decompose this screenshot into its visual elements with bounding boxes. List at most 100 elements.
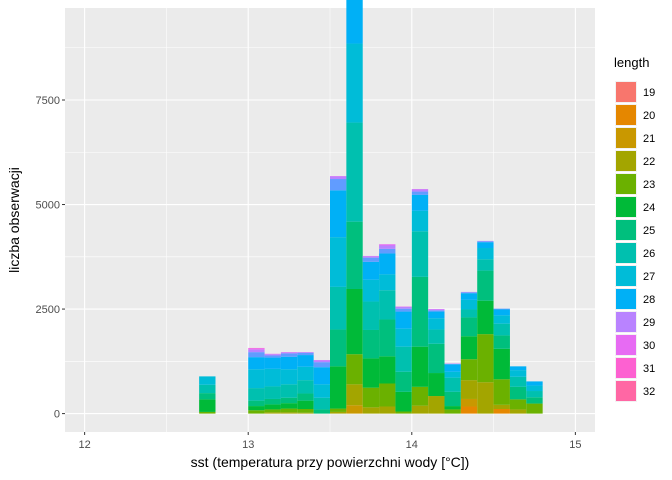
legend-key-swatch	[616, 151, 636, 171]
legend-key-swatch	[616, 174, 636, 194]
bar-segment	[428, 396, 445, 414]
bar-segment	[460, 359, 478, 381]
legend-key-swatch	[616, 289, 636, 309]
bar-segment	[411, 386, 429, 406]
bar-segment	[330, 237, 347, 287]
bar-segment	[280, 369, 298, 385]
bar-segment	[526, 385, 543, 392]
bar-segment	[280, 408, 298, 413]
bar-segment	[428, 318, 445, 330]
bar-segment	[199, 399, 216, 412]
bar-segment	[444, 377, 461, 392]
bar-segment	[362, 387, 380, 408]
bar-segment	[477, 241, 494, 243]
bar-segment	[477, 270, 494, 301]
bar-segment	[444, 371, 461, 378]
legend-label: 21	[643, 133, 655, 145]
bar-segment	[362, 329, 380, 359]
bar-segment	[280, 403, 298, 409]
legend-label: 29	[643, 317, 655, 329]
legend-key-swatch	[616, 82, 636, 102]
legend-title: length	[614, 55, 649, 70]
y-axis-title: liczba obserwacji	[6, 167, 22, 273]
bar-segment	[362, 407, 380, 414]
bar-segment	[248, 410, 265, 414]
bar-segment	[264, 386, 281, 399]
bar-segment	[411, 189, 429, 192]
bar-segment	[379, 245, 396, 249]
x-tick-label: 14	[406, 439, 418, 451]
bar-segment	[199, 384, 216, 394]
bar-segment	[395, 371, 412, 392]
bar-segment	[248, 400, 265, 407]
bar-segment	[395, 346, 412, 372]
bar-segment	[362, 301, 380, 330]
bar-segment	[428, 309, 445, 311]
bar-segment	[411, 405, 429, 414]
bar-segment	[199, 393, 216, 400]
bar-segment	[477, 300, 494, 335]
bar-segment	[362, 279, 380, 302]
legend-key-swatch	[616, 105, 636, 125]
bar-segment	[493, 308, 510, 310]
bar-segment	[264, 368, 281, 387]
legend-label: 32	[643, 386, 655, 398]
bar-segment	[379, 253, 396, 275]
bar-segment	[460, 292, 478, 294]
bar-segment	[493, 323, 510, 336]
bar-segment	[379, 319, 396, 357]
bar-segment	[509, 386, 527, 400]
bar-segment	[379, 274, 396, 291]
bar-segment	[264, 357, 281, 369]
bar-segment	[477, 242, 494, 249]
bar-segment	[346, 122, 363, 222]
bar-segment	[395, 328, 412, 347]
bar-segment	[297, 412, 314, 414]
x-axis-ticks: 12 13 14 15	[79, 432, 581, 451]
bar-segment	[379, 248, 396, 254]
bar-segment	[313, 384, 330, 398]
legend-label: 20	[643, 110, 655, 122]
legend-label: 24	[643, 202, 655, 214]
bar-segment	[199, 411, 216, 414]
y-tick-label: 2500	[36, 304, 60, 316]
y-tick-label: 0	[54, 409, 60, 421]
bar-segment	[280, 352, 298, 354]
bar-segment	[460, 293, 478, 300]
bar-segment	[330, 286, 347, 330]
bar-segment	[428, 311, 445, 319]
bar-segment	[248, 348, 265, 350]
legend-key-swatch	[616, 335, 636, 355]
bar-segment	[460, 317, 478, 337]
bar-segment	[493, 379, 510, 405]
legend-label: 25	[643, 225, 655, 237]
bar-segment	[330, 329, 347, 367]
bar-segment	[362, 261, 380, 280]
bar-segment	[460, 398, 478, 407]
legend-label: 27	[643, 271, 655, 283]
bar-segment	[248, 349, 265, 353]
bar-segment	[264, 398, 281, 405]
bar-segment	[346, 0, 363, 44]
bar-segment	[493, 409, 510, 414]
bar-segment	[460, 380, 478, 399]
legend-key-swatch	[616, 358, 636, 378]
y-tick-label: 7500	[36, 95, 60, 107]
legend-label: 28	[643, 294, 655, 306]
legend-key-swatch	[616, 197, 636, 217]
legend-key-swatch	[616, 312, 636, 332]
bar-segment	[330, 190, 347, 238]
bar-segment	[280, 412, 298, 414]
bar-segment	[313, 367, 330, 385]
bar-segment	[460, 299, 478, 310]
bar-segment	[428, 373, 445, 397]
bar-segment	[493, 309, 510, 316]
bar-segment	[411, 191, 429, 195]
bar-segment	[248, 369, 265, 389]
bar-segment	[509, 370, 527, 377]
bar-segment	[411, 276, 429, 347]
bar-segment	[477, 334, 494, 383]
bar-segment	[264, 354, 281, 356]
bar-segment	[477, 248, 494, 260]
